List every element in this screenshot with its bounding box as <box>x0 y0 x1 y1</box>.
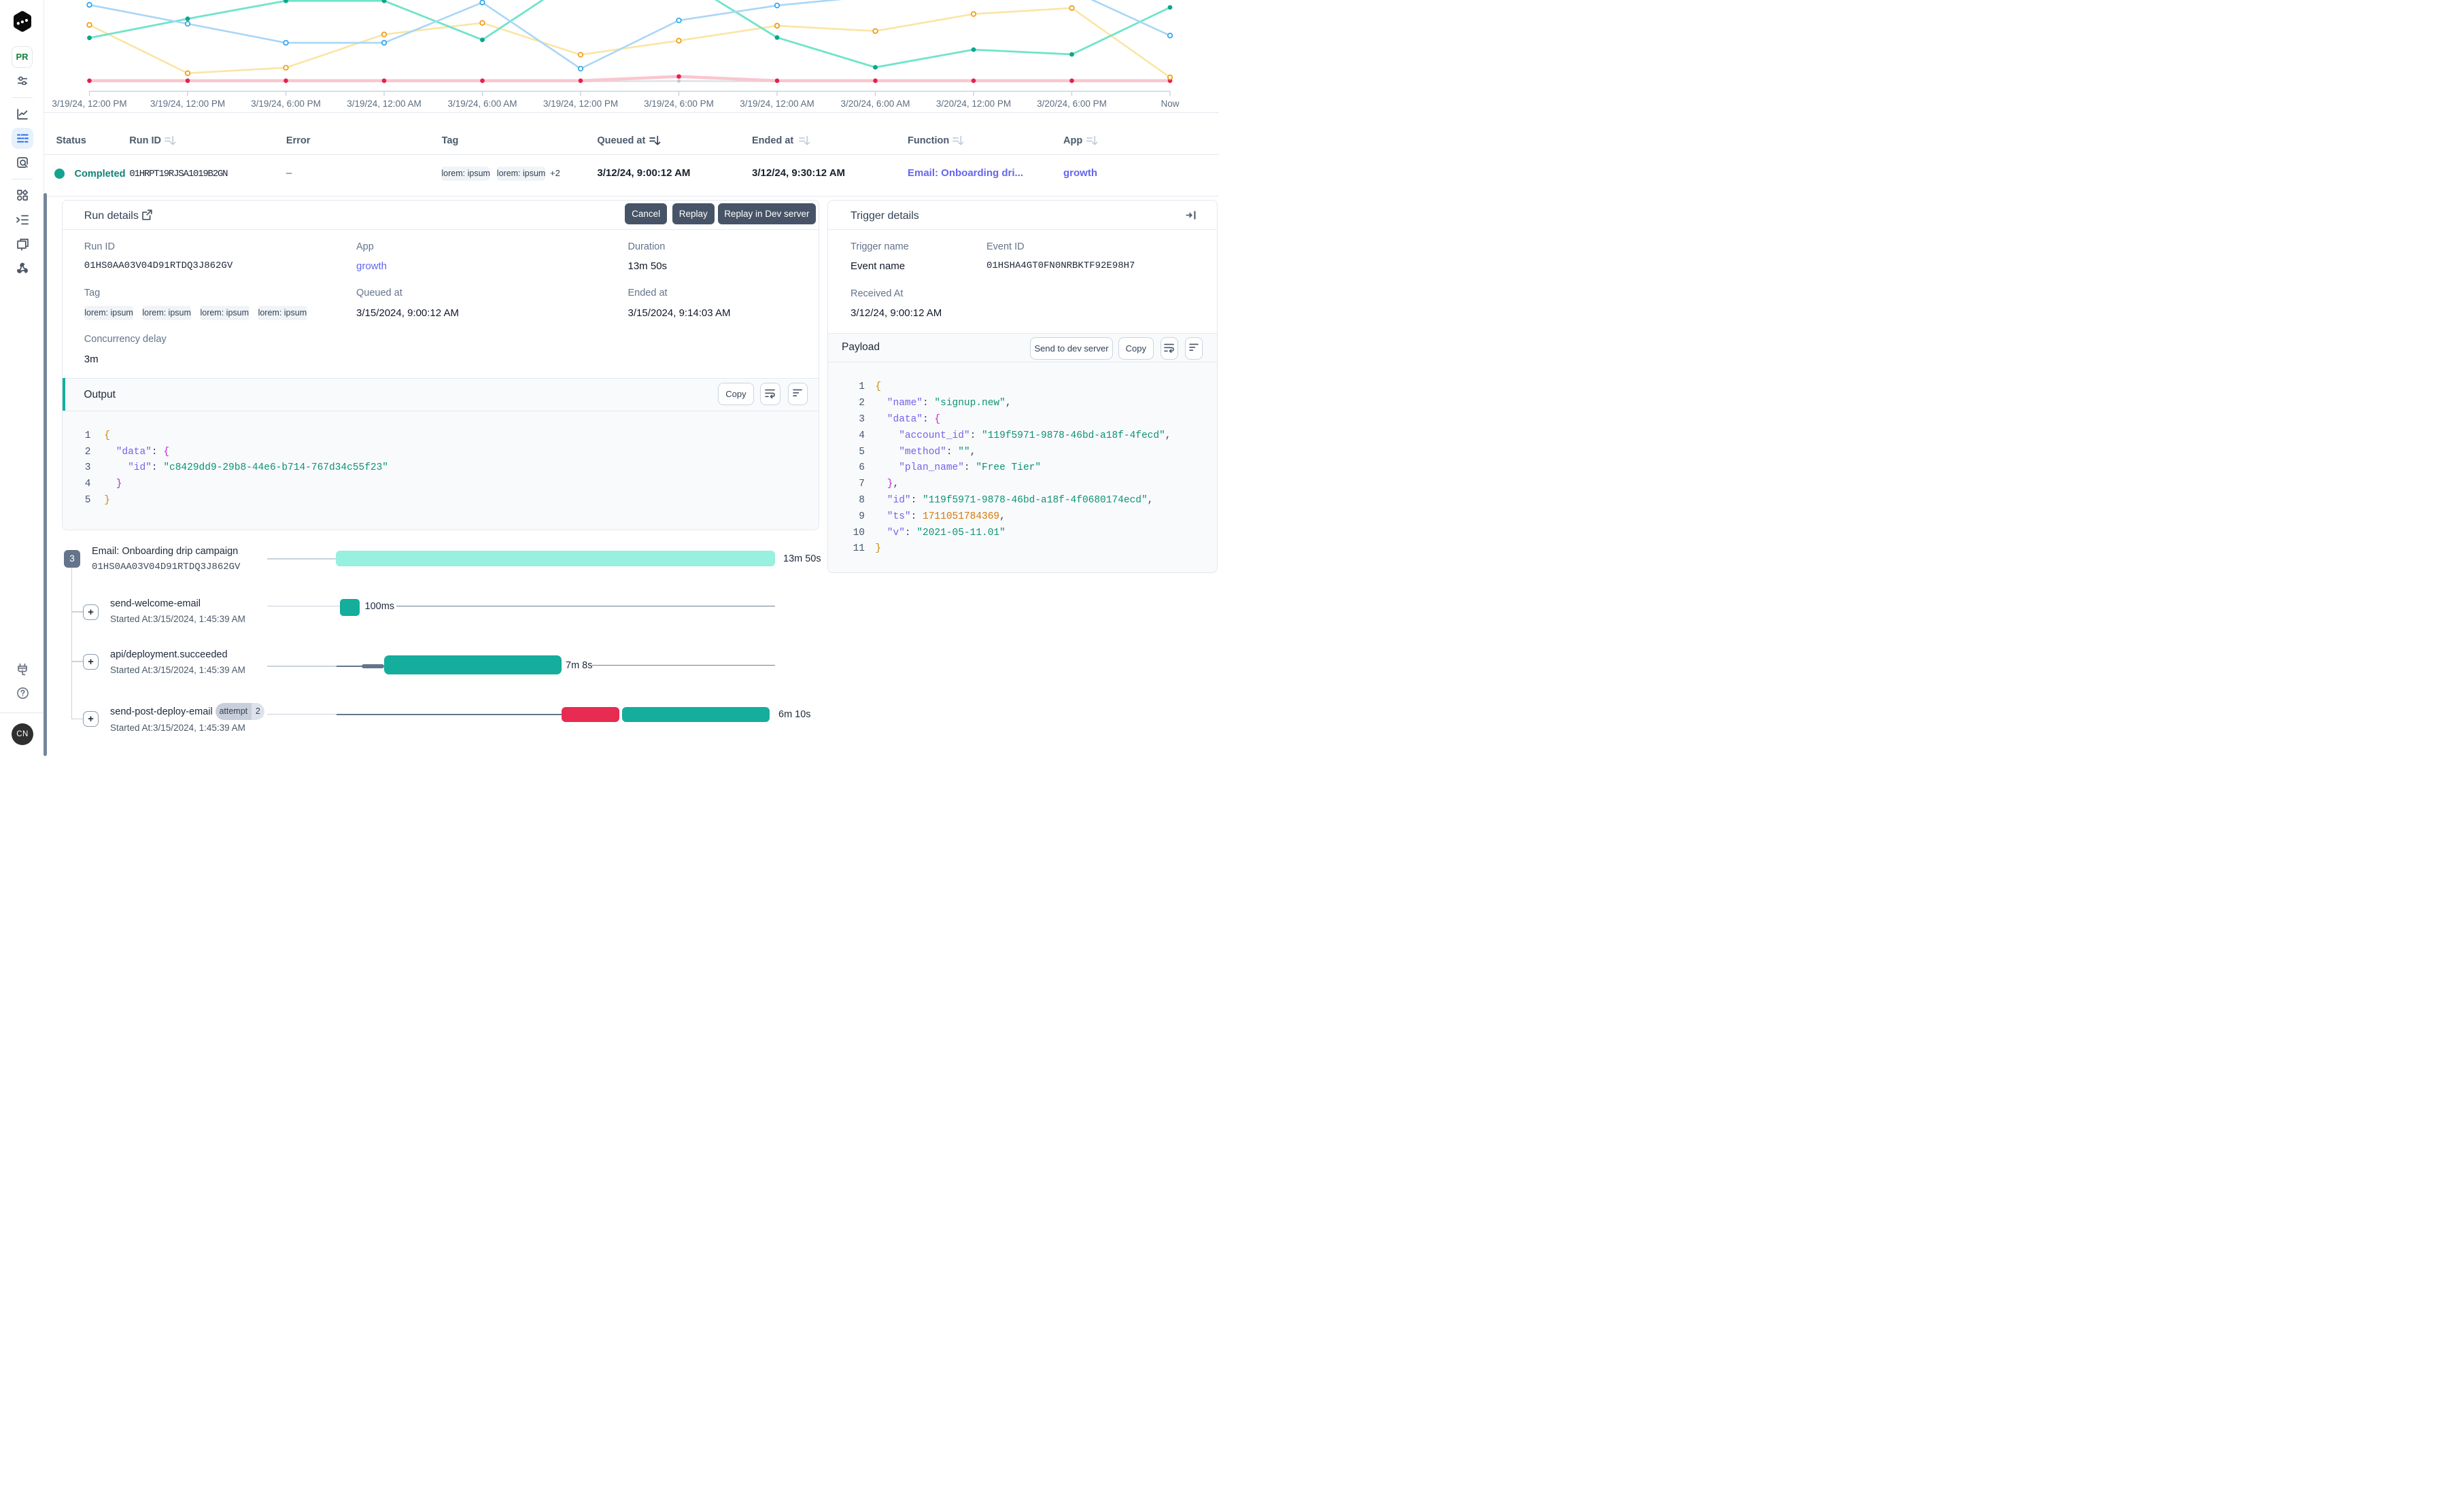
svg-text:3/19/24, 6:00 PM: 3/19/24, 6:00 PM <box>644 99 714 109</box>
svg-text:3/19/24, 12:00 AM: 3/19/24, 12:00 AM <box>740 99 814 109</box>
svg-text:3/19/24, 12:00 PM: 3/19/24, 12:00 PM <box>52 99 126 109</box>
svg-text:3/19/24, 6:00 PM: 3/19/24, 6:00 PM <box>251 99 321 109</box>
svg-text:3/20/24, 6:00 AM: 3/20/24, 6:00 AM <box>840 99 910 109</box>
svg-text:3/19/24, 12:00 PM: 3/19/24, 12:00 PM <box>150 99 225 109</box>
svg-text:3/19/24, 6:00 AM: 3/19/24, 6:00 AM <box>447 99 517 109</box>
svg-text:3/20/24, 12:00 PM: 3/20/24, 12:00 PM <box>936 99 1011 109</box>
svg-text:3/20/24, 6:00 PM: 3/20/24, 6:00 PM <box>1037 99 1107 109</box>
svg-text:3/19/24, 12:00 AM: 3/19/24, 12:00 AM <box>347 99 422 109</box>
svg-text:3/19/24, 12:00 PM: 3/19/24, 12:00 PM <box>543 99 618 109</box>
svg-text:Now: Now <box>1161 99 1179 109</box>
